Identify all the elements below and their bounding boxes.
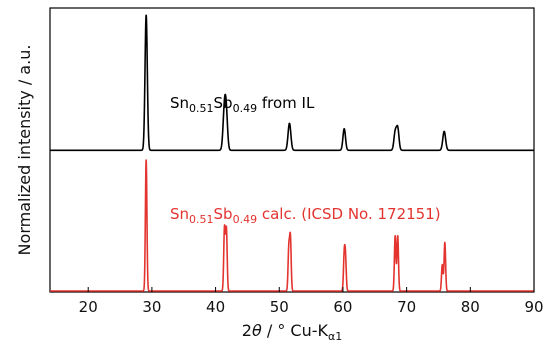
annotation-subscript: 0.51 <box>189 213 214 226</box>
x-axis-ticks: 20 30 40 50 60 70 80 90 <box>79 287 544 316</box>
annotation-text: from IL <box>257 94 315 112</box>
x-axis-title-theta: θ <box>252 321 262 340</box>
x-tick-label: 60 <box>333 298 352 316</box>
x-axis-title-prefix: 2 <box>242 321 252 340</box>
x-tick-label: 90 <box>524 298 543 316</box>
annotation-2: Sn0.51Sb0.49 calc. (ICSD No. 172151) <box>170 205 441 226</box>
series-line-1 <box>49 14 535 152</box>
x-tick-label: 70 <box>397 298 416 316</box>
annotation-text: Sb <box>214 205 233 223</box>
annotation-text: Sn <box>170 94 189 112</box>
series-line-2 <box>49 159 535 292</box>
x-axis-title: 2θ / ° Cu-Kα1 <box>242 321 342 343</box>
annotation-subscript: 0.49 <box>233 213 258 226</box>
x-axis-title-main: / ° Cu-K <box>262 321 329 340</box>
x-axis-title-sub: α1 <box>328 330 342 343</box>
annotation-text: Sn <box>170 205 189 223</box>
x-tick-label: 30 <box>142 298 161 316</box>
series-layer <box>49 14 535 292</box>
annotation-text: Sb <box>214 94 233 112</box>
annotation-subscript: 0.51 <box>189 102 214 115</box>
annotation-subscript: 0.49 <box>233 102 258 115</box>
annotation-1: Sn0.51Sb0.49 from IL <box>170 94 315 115</box>
x-tick-label: 80 <box>461 298 480 316</box>
annotation-text: calc. (ICSD No. 172151) <box>257 205 441 223</box>
x-tick-label: 20 <box>79 298 98 316</box>
x-tick-label: 50 <box>270 298 289 316</box>
x-tick-label: 40 <box>206 298 225 316</box>
y-axis-title: Normalized intensity / a.u. <box>15 45 34 256</box>
